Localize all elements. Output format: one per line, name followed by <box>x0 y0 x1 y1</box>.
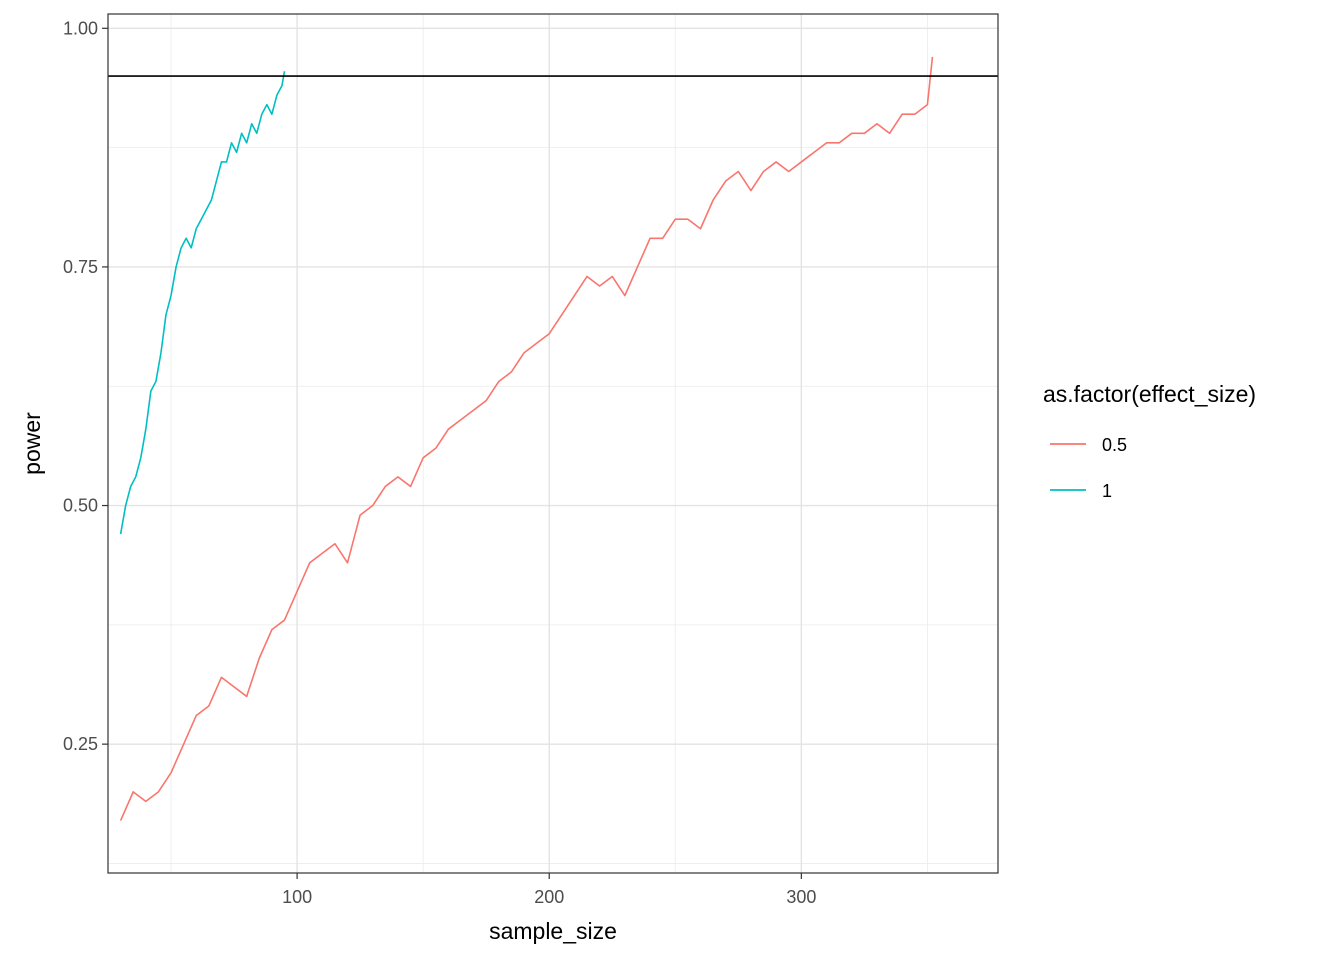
x-axis-ticks: 100 200 300 <box>282 873 816 907</box>
series-lines <box>119 56 934 821</box>
series-line-0 <box>119 56 934 821</box>
y-axis-ticks: 0.25 0.50 0.75 1.00 <box>63 18 108 754</box>
x-axis-title: sample_size <box>489 918 617 944</box>
y-tick-label: 0.25 <box>63 734 98 754</box>
panel-border <box>107 13 999 874</box>
minor-gridlines <box>108 14 998 873</box>
legend-title: as.factor(effect_size) <box>1043 381 1256 407</box>
y-tick-label: 0.50 <box>63 496 98 516</box>
legend-label-0: 0.5 <box>1102 435 1127 455</box>
y-tick-label: 1.00 <box>63 18 98 38</box>
legend-label-1: 1 <box>1102 481 1112 501</box>
legend: as.factor(effect_size) 0.5 1 <box>1043 381 1256 501</box>
series-line-1 <box>119 71 286 535</box>
x-tick-label: 300 <box>786 887 816 907</box>
y-axis-title: power <box>19 412 45 475</box>
major-gridlines <box>108 14 998 873</box>
y-tick-label: 0.75 <box>63 257 98 277</box>
x-tick-label: 200 <box>534 887 564 907</box>
x-tick-label: 100 <box>282 887 312 907</box>
